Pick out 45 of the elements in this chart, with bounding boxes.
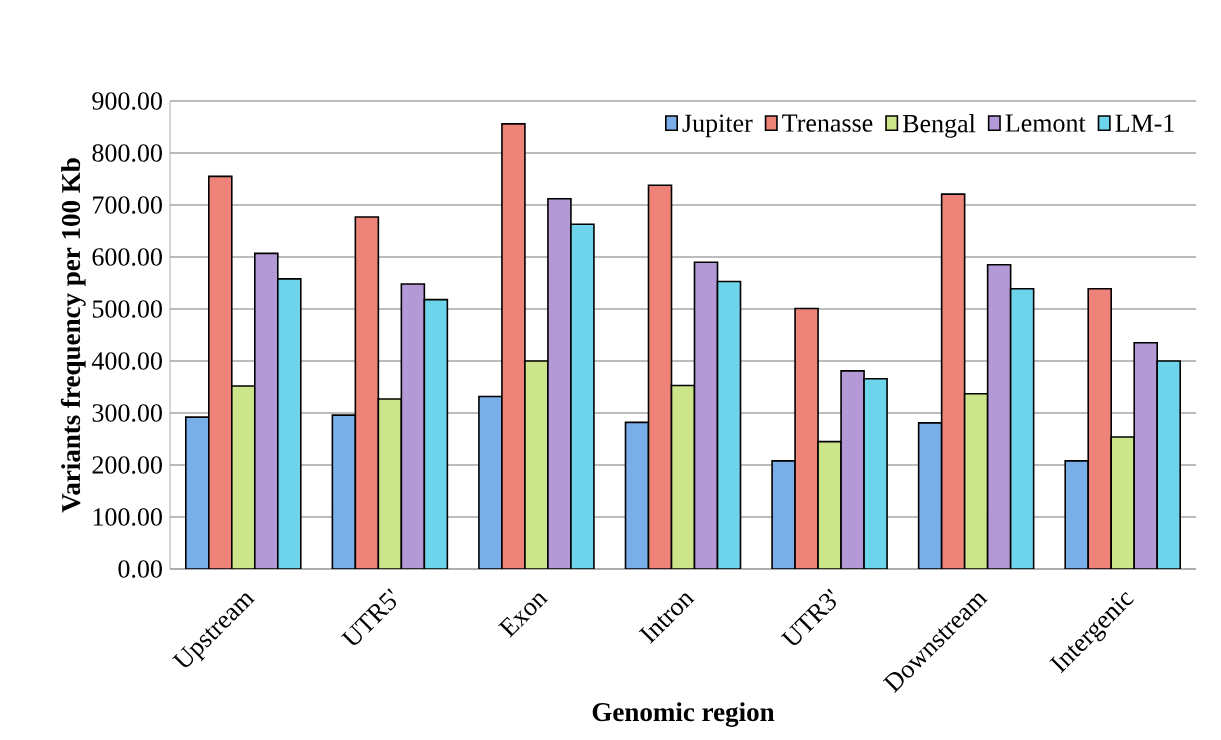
bar — [501, 123, 526, 570]
legend-label: Trenasse — [782, 114, 873, 132]
bar — [377, 398, 403, 570]
y-tick-label: 200.00 — [92, 456, 162, 474]
bar — [840, 370, 865, 570]
y-tick-label: 500.00 — [92, 300, 162, 318]
bar — [940, 193, 966, 570]
bar — [817, 440, 842, 570]
bar — [693, 261, 719, 570]
y-tick-label: 400.00 — [91, 352, 162, 370]
y-tick-label: 800.00 — [92, 144, 162, 162]
bar — [794, 307, 819, 570]
bar — [400, 283, 426, 570]
bar — [647, 184, 673, 570]
bar — [253, 252, 279, 570]
y-tick-label: 0.00 — [118, 560, 162, 578]
y-tick-label: 300.00 — [92, 404, 162, 422]
y-tick-label: 900.00 — [92, 92, 162, 110]
bar — [1156, 360, 1182, 570]
bar — [276, 278, 302, 570]
bar — [716, 280, 742, 570]
bar — [670, 384, 696, 570]
legend-label: Bengal — [902, 114, 976, 138]
bar — [986, 264, 1012, 570]
bar — [863, 377, 888, 570]
y-axis-title: Variants frequency per 100 Kb — [60, 158, 86, 513]
bar — [1087, 287, 1113, 570]
bar — [230, 385, 256, 570]
y-tick-label: 700.00 — [93, 196, 162, 214]
legend-label: LM-1 — [1115, 114, 1174, 132]
legend-label: Lemont — [1005, 114, 1086, 132]
y-tick-label: 600.00 — [92, 248, 162, 266]
bar — [1133, 342, 1159, 570]
bar — [963, 392, 989, 570]
bar — [524, 360, 549, 570]
bar — [354, 216, 380, 570]
bar — [1009, 287, 1035, 570]
bar — [570, 223, 595, 570]
y-tick-label: 100.00 — [93, 508, 162, 526]
bar — [423, 298, 449, 570]
bar — [547, 197, 572, 570]
bar — [207, 175, 233, 570]
bar — [1110, 436, 1136, 570]
legend-label: Jupiter — [682, 114, 753, 138]
x-axis-title: Genomic region — [592, 702, 775, 727]
